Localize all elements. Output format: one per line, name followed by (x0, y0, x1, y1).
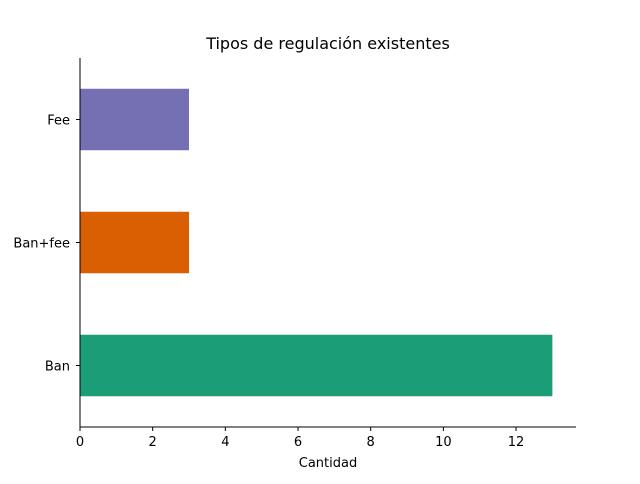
x-tick-label: 0 (76, 435, 84, 450)
x-axis-ticks: 0 2 4 6 8 10 12 (76, 427, 524, 450)
y-tick-label: Fee (47, 114, 70, 129)
chart-title: Tipos de regulación existentes (205, 34, 450, 53)
y-tick-label: Ban+fee (13, 237, 70, 252)
x-tick-label: 2 (149, 435, 157, 450)
y-tick-label: Ban (45, 360, 70, 375)
bar-fee (80, 88, 190, 151)
x-axis-label: Cantidad (299, 456, 357, 471)
x-tick-label: 10 (435, 435, 452, 450)
bars-layer (80, 88, 553, 397)
y-axis-ticks: Ban Ban+fee Fee (13, 114, 80, 375)
bar-ban (80, 334, 553, 397)
x-tick-label: 12 (508, 435, 525, 450)
x-tick-label: 6 (294, 435, 302, 450)
x-tick-label: 8 (367, 435, 375, 450)
bar-ban-fee (80, 211, 190, 274)
x-tick-label: 4 (221, 435, 229, 450)
